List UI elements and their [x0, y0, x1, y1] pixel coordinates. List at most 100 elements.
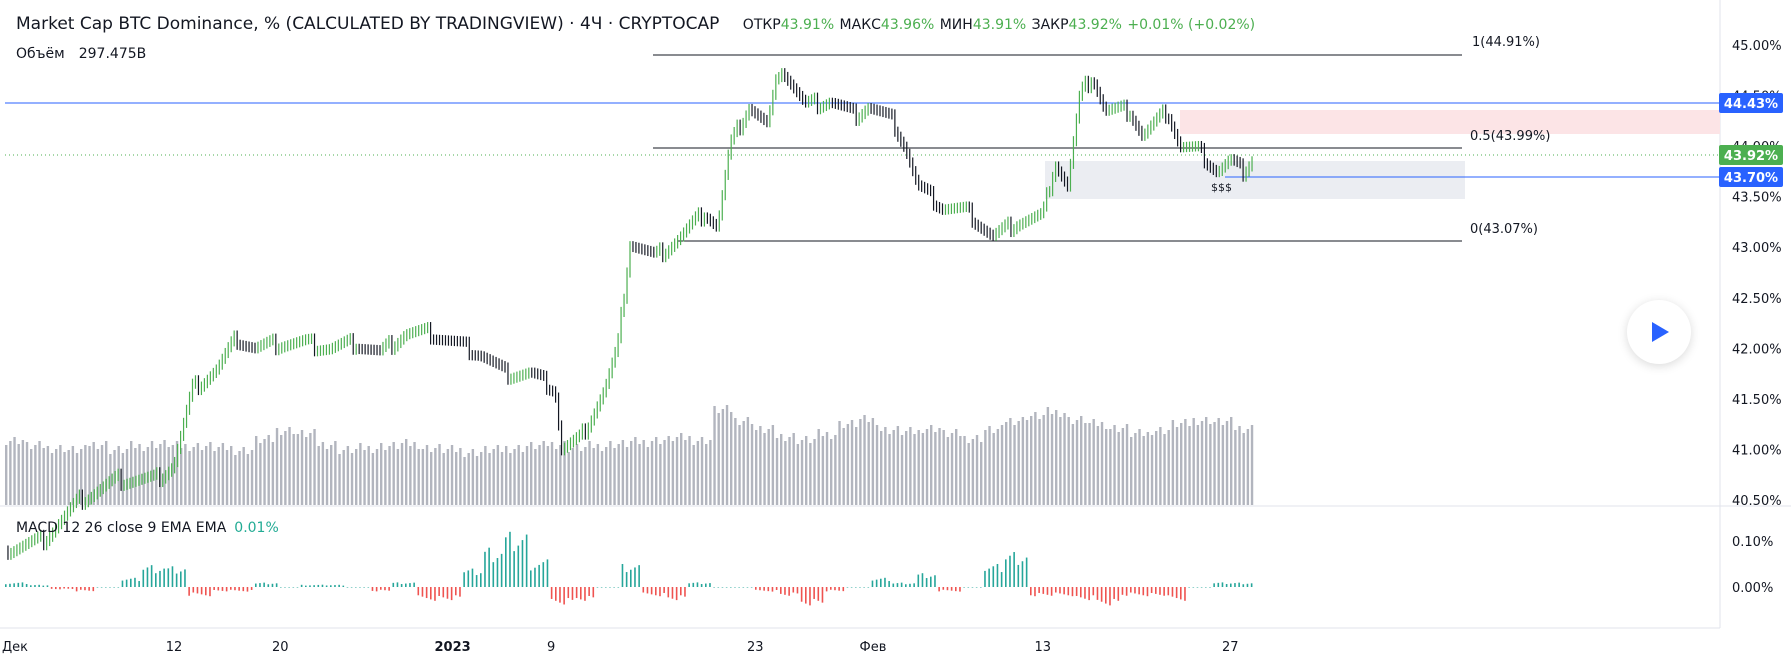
volume-bar [730, 412, 733, 505]
x-tick-label: 27 [1222, 640, 1239, 655]
volume-bar [313, 429, 316, 505]
volume-bar [525, 446, 529, 505]
chart-title[interactable]: Market Cap BTC Dominance, % (CALCULATED … [16, 14, 720, 34]
volume-bar [650, 441, 654, 505]
macd-legend[interactable]: MACD 12 26 close 9 EMA EMA 0.01% [16, 520, 279, 536]
macd-bar [1234, 583, 1236, 587]
volume-bar [600, 451, 604, 505]
macd-bar [1246, 583, 1249, 587]
macd-bar [1009, 555, 1011, 587]
macd-bar [134, 577, 136, 587]
time-axis: Дек 12 20 2023 9 23 Фев 13 27 [2, 640, 1239, 655]
volume-bar [275, 428, 279, 505]
macd-bar [1125, 587, 1128, 596]
volume-bar [171, 445, 175, 505]
macd-bar [330, 585, 332, 587]
macd-bar [517, 545, 520, 587]
volume-bar [500, 452, 504, 505]
volume-bar [696, 441, 700, 505]
volume-bar [180, 448, 183, 505]
macd-bar [575, 587, 578, 599]
macd-bar [192, 587, 195, 593]
annotation-dollars: $$$ [1211, 181, 1232, 194]
badge-44-43: 44.43% [1719, 93, 1783, 113]
volume-bar [296, 434, 300, 505]
volume-bar [709, 440, 712, 505]
volume-bar [363, 450, 366, 505]
macd-bar [309, 585, 311, 587]
volume-bar [1221, 425, 1225, 505]
macd-bar [384, 587, 386, 591]
fib-label-1: 1(44.91%) [1472, 35, 1540, 50]
play-button[interactable] [1627, 300, 1691, 364]
volume-bar [646, 447, 650, 505]
macd-bar [255, 583, 257, 587]
macd-bar [488, 547, 490, 587]
volume-bar [842, 428, 845, 505]
macd-bar [346, 587, 349, 588]
macd-bar [850, 587, 853, 588]
volume-bar [763, 433, 766, 505]
macd-bar [71, 587, 74, 589]
macd-bar [546, 559, 549, 587]
volume-bar [334, 441, 337, 505]
volume-bar [896, 426, 900, 505]
macd-bar [1105, 587, 1107, 604]
volume-bar [855, 427, 858, 505]
x-tick-label: 13 [1035, 640, 1052, 655]
low-value: 43.91% [972, 17, 1027, 33]
volume-bar [609, 441, 612, 505]
volume-bar [667, 436, 670, 505]
macd-bar [171, 566, 174, 587]
macd-bar [1017, 564, 1020, 587]
volume-legend[interactable]: Объём 297.475B [16, 46, 146, 62]
macd-bar [709, 583, 711, 587]
macd-bar [271, 583, 274, 587]
macd-bar [46, 585, 49, 587]
volume-bar [1105, 429, 1108, 505]
macd-bar [859, 587, 861, 588]
volume-bar [871, 418, 875, 505]
volume-bar [130, 441, 133, 505]
volume-bar [21, 440, 25, 505]
volume-bar [221, 443, 225, 505]
volume-bar [330, 445, 333, 505]
volume-bar [1042, 415, 1045, 505]
volume-bar [209, 442, 212, 505]
volume-bar [50, 453, 54, 505]
macd-bar [817, 587, 820, 601]
macd-bar [138, 581, 140, 587]
macd-bar [325, 585, 328, 587]
macd-bar [821, 587, 824, 603]
macd-bar [600, 587, 603, 588]
volume-bar [638, 444, 641, 505]
pink-zone [1180, 110, 1720, 134]
macd-bar [1046, 587, 1049, 595]
volume-bar [1200, 421, 1204, 505]
macd-bar [396, 582, 399, 587]
macd-bar [417, 587, 420, 596]
macd-bar [1134, 587, 1136, 594]
macd-bar [155, 573, 157, 587]
macd-bar [317, 584, 320, 587]
macd-bar [542, 562, 545, 587]
volume-bar [867, 422, 870, 505]
macd-value: 0.01% [234, 520, 279, 536]
volume-bar [838, 421, 841, 505]
macd-bar [946, 587, 949, 591]
volume-bar [863, 415, 866, 505]
macd-tick-label: 0.10% [1732, 535, 1773, 550]
macd-bar [984, 570, 986, 587]
volume-bar [213, 451, 216, 505]
macd-bar [438, 587, 440, 596]
volume-bar [1142, 436, 1145, 505]
macd-bar [950, 587, 953, 591]
volume-bar [1096, 426, 1100, 505]
volume-bar [1017, 421, 1020, 505]
macd-bar [988, 568, 990, 587]
macd-bar [150, 565, 153, 587]
svg-text:44.43%: 44.43% [1724, 97, 1778, 112]
volume-bar [455, 452, 458, 505]
volume-bar [788, 437, 791, 505]
